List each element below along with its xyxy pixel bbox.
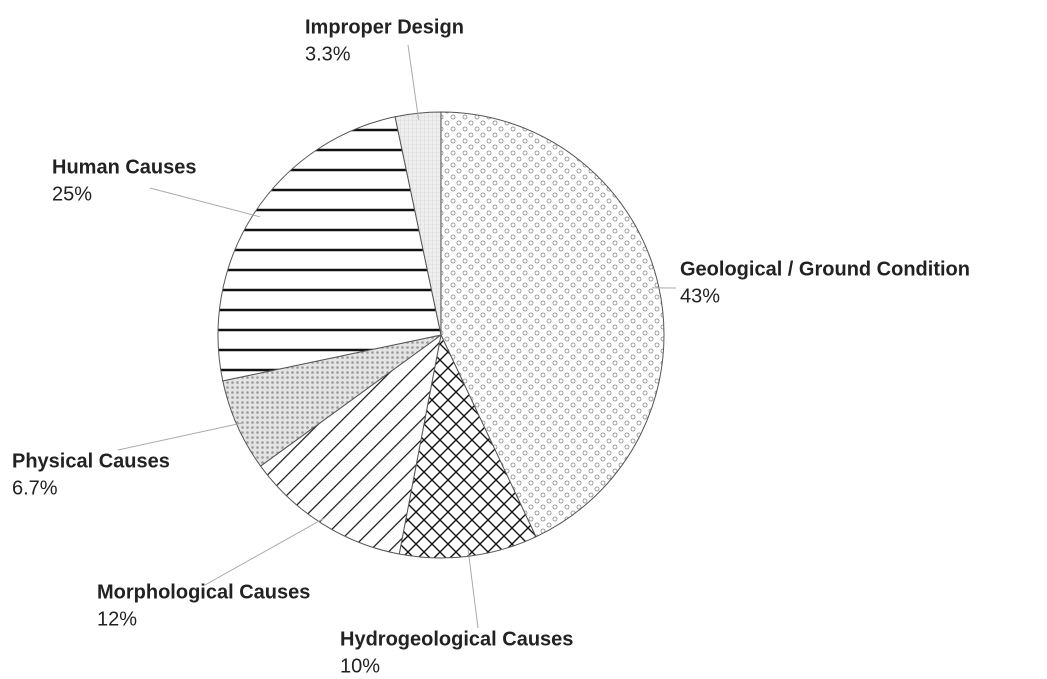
labels: Geological / Ground Condition 43% Hydrogeo… (12, 16, 970, 677)
slice-value-label: 43% (680, 285, 720, 307)
slice-name: Human Causes (52, 156, 197, 178)
slice-name: Improper Design (305, 16, 464, 38)
leader-line (467, 549, 479, 629)
slice-name: Geological / Ground Condition (680, 258, 970, 280)
pie-slice (440, 111, 665, 538)
pie-slice (217, 116, 442, 382)
slice-value-label: 25% (52, 183, 92, 205)
pie-slice (259, 333, 442, 555)
slice-value-label: 3.3% (305, 43, 351, 65)
pie (217, 111, 665, 559)
slice-value-label: 10% (340, 655, 380, 677)
leader-line (204, 517, 326, 586)
leader-line (407, 44, 420, 120)
leader-line (117, 422, 244, 451)
slice-value-label: 6.7% (12, 477, 58, 499)
leader-line (149, 187, 260, 218)
slice-name: Physical Causes (12, 450, 170, 472)
slice-name: Morphological Causes (97, 581, 310, 603)
slice-name: Hydrogeological Causes (340, 628, 573, 650)
slice-value-label: 12% (97, 608, 137, 630)
